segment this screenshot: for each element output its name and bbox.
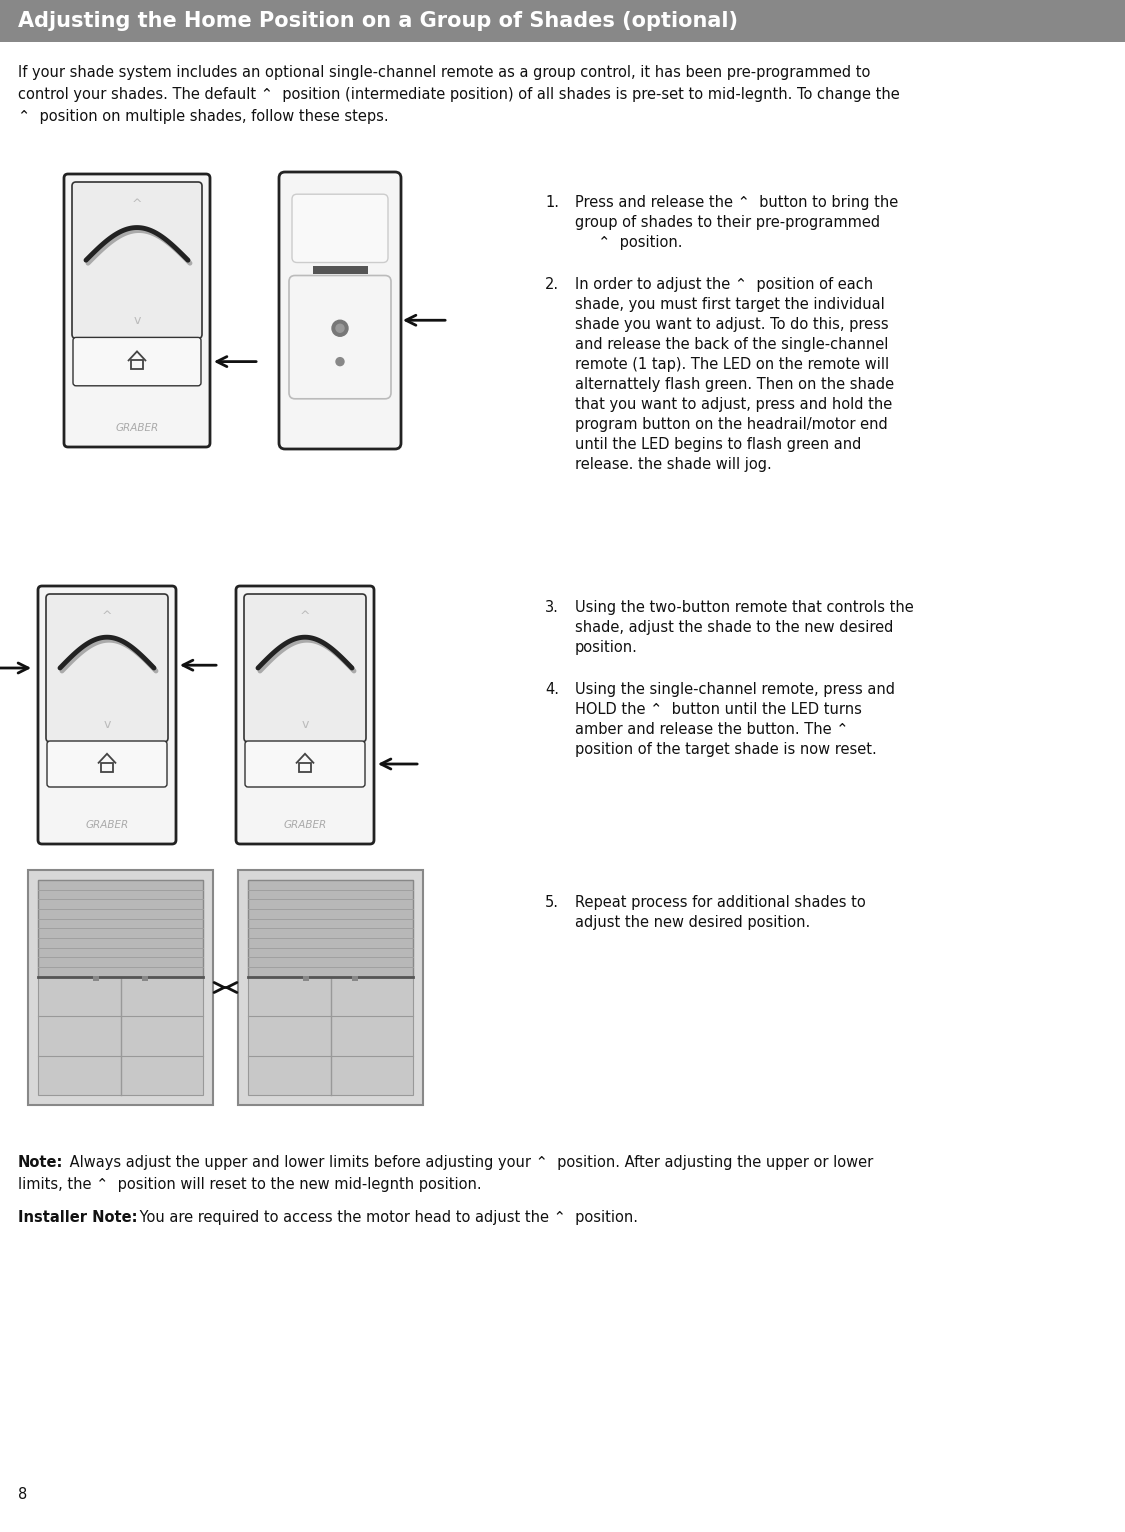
Bar [303,976,308,980]
Text: Press and release the ⌃  button to bring the: Press and release the ⌃ button to bring … [575,195,898,210]
Text: v: v [134,314,141,326]
Text: 2.: 2. [544,277,559,293]
Text: ^: ^ [132,198,142,210]
Circle shape [332,320,348,336]
FancyBboxPatch shape [236,587,374,844]
FancyBboxPatch shape [73,337,201,386]
Text: GRABER: GRABER [116,423,159,434]
Bar [38,879,202,977]
FancyBboxPatch shape [279,172,400,449]
Text: HOLD the ⌃  button until the LED turns: HOLD the ⌃ button until the LED turns [575,702,862,717]
FancyBboxPatch shape [289,276,392,398]
Text: Installer Note:: Installer Note: [18,1210,137,1226]
FancyBboxPatch shape [38,587,176,844]
Bar [0,0,1125,41]
Text: Repeat process for additional shades to: Repeat process for additional shades to [575,895,866,910]
FancyBboxPatch shape [64,175,210,447]
Bar [238,870,423,1105]
Text: position.: position. [575,640,638,656]
Text: group of shades to their pre-programmed: group of shades to their pre-programmed [575,214,880,230]
Text: release. the shade will jog.: release. the shade will jog. [575,457,772,472]
Bar [101,763,113,772]
Text: adjust the new desired position.: adjust the new desired position. [575,915,810,930]
Bar [248,879,413,1095]
Text: shade, you must first target the individual: shade, you must first target the individ… [575,297,884,313]
Text: Using the two-button remote that controls the: Using the two-button remote that control… [575,601,914,614]
Bar [28,870,213,1105]
Text: v: v [302,717,308,731]
Text: Using the single-channel remote, press and: Using the single-channel remote, press a… [575,682,896,697]
Text: 1.: 1. [544,195,559,210]
Text: 4.: 4. [544,682,559,697]
FancyBboxPatch shape [292,195,388,262]
Bar [248,879,413,977]
Text: that you want to adjust, press and hold the: that you want to adjust, press and hold … [575,397,892,412]
Text: ⌃  position.: ⌃ position. [575,234,683,250]
Text: In order to adjust the ⌃  position of each: In order to adjust the ⌃ position of eac… [575,277,873,293]
Bar [130,360,143,369]
Text: 5.: 5. [544,895,559,910]
Text: limits, the ⌃  position will reset to the new mid-legnth position.: limits, the ⌃ position will reset to the… [18,1177,482,1192]
FancyBboxPatch shape [245,741,364,787]
Text: ^: ^ [101,610,113,622]
Text: You are required to access the motor head to adjust the ⌃  position.: You are required to access the motor hea… [135,1210,638,1226]
Text: program button on the headrail/motor end: program button on the headrail/motor end [575,417,888,432]
Bar [38,879,202,1095]
Text: amber and release the button. The ⌃: amber and release the button. The ⌃ [575,722,848,737]
Text: GRABER: GRABER [86,820,128,830]
Text: ⌃  position on multiple shades, follow these steps.: ⌃ position on multiple shades, follow th… [18,109,388,124]
FancyBboxPatch shape [47,741,166,787]
Text: Note:: Note: [18,1155,63,1170]
FancyBboxPatch shape [72,182,202,339]
Text: position of the target shade is now reset.: position of the target shade is now rese… [575,741,876,757]
Text: shade you want to adjust. To do this, press: shade you want to adjust. To do this, pr… [575,317,889,332]
Bar [142,976,148,980]
Text: 8: 8 [18,1488,27,1501]
Text: 3.: 3. [544,601,559,614]
Bar [313,265,368,274]
Text: Adjusting the Home Position on a Group of Shades (optional): Adjusting the Home Position on a Group o… [18,11,738,31]
Text: Always adjust the upper and lower limits before adjusting your ⌃  position. Afte: Always adjust the upper and lower limits… [65,1155,873,1170]
Text: and release the back of the single-channel: and release the back of the single-chann… [575,337,889,352]
Text: until the LED begins to flash green and: until the LED begins to flash green and [575,437,862,452]
Text: control your shades. The default ⌃  position (intermediate position) of all shad: control your shades. The default ⌃ posit… [18,87,900,103]
FancyBboxPatch shape [46,594,168,741]
Circle shape [336,357,344,366]
Bar [352,976,358,980]
FancyBboxPatch shape [244,594,366,741]
Text: alternattely flash green. Then on the shade: alternattely flash green. Then on the sh… [575,377,894,392]
Circle shape [336,325,344,332]
Text: shade, adjust the shade to the new desired: shade, adjust the shade to the new desir… [575,620,893,634]
Bar [299,763,310,772]
Bar [92,976,99,980]
Text: v: v [104,717,110,731]
Text: GRABER: GRABER [284,820,326,830]
Text: remote (1 tap). The LED on the remote will: remote (1 tap). The LED on the remote wi… [575,357,889,372]
Text: ^: ^ [299,610,310,622]
Text: If your shade system includes an optional single-channel remote as a group contr: If your shade system includes an optiona… [18,64,871,80]
